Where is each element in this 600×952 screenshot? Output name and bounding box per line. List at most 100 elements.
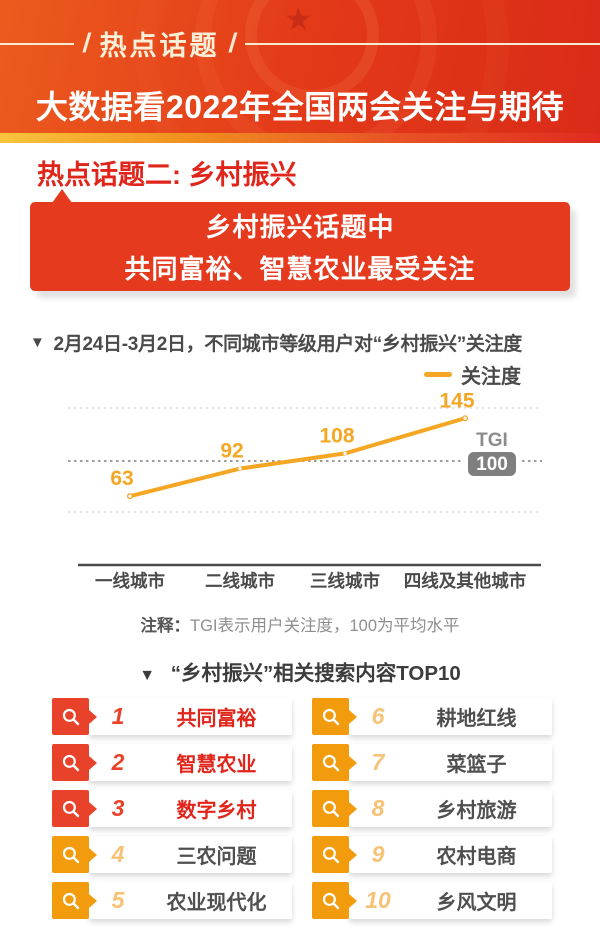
rank-label: 智慧农业 [176, 754, 257, 776]
slash-decor-right: / [226, 28, 238, 58]
search-badge [52, 698, 89, 735]
search-icon [62, 708, 79, 725]
rank-number: 7 [371, 749, 385, 775]
legend-line-swatch [424, 372, 452, 377]
search-icon [62, 892, 79, 909]
list-item: 2 智慧农业 [52, 744, 292, 781]
star-icon: ★ [284, 1, 313, 37]
x-axis-label: 四线及其他城市 [404, 571, 527, 591]
list-item-bar: 10 乡风文明 [349, 882, 552, 919]
tgi-label: TGI [476, 430, 508, 451]
search-icon [322, 800, 339, 817]
slash-decor-left: / [81, 28, 93, 58]
rank-number: 9 [371, 841, 385, 867]
search-badge [52, 744, 89, 781]
section-title: 热点话题二: 乡村振兴 [37, 160, 297, 190]
rank-number: 8 [371, 795, 385, 821]
rank-number: 4 [111, 841, 125, 867]
x-axis-label: 三线城市 [310, 571, 380, 591]
rank-label: 农村电商 [436, 846, 517, 868]
list-item-bar: 9 农村电商 [349, 836, 552, 873]
x-axis-labels: 一线城市 二线城市 三线城市 四线及其他城市 [95, 571, 526, 591]
search-badge [312, 836, 349, 873]
tgi-value-badge [468, 452, 516, 476]
top10-column-left: 1 共同富裕 2 智慧农业 [52, 698, 292, 928]
banner-line-2: 共同富裕、智慧农业最受关注 [124, 254, 476, 284]
decor-line-right [245, 42, 600, 45]
rank-label: 共同富裕 [176, 708, 257, 730]
list-item-bar: 2 智慧农业 [89, 744, 292, 781]
series-points [127, 415, 468, 500]
search-badge [52, 836, 89, 873]
search-icon [322, 754, 339, 771]
chart-caption-text: 2月24日-3月2日，不同城市等级用户对“乡村振兴”关注度 [53, 334, 523, 355]
key-finding-banner: 乡村振兴话题中 共同富裕、智慧农业最受关注 [30, 202, 570, 291]
top10-title: “乡村振兴”相关搜索内容TOP10 [170, 662, 461, 685]
list-item-bar: 1 共同富裕 [89, 698, 292, 735]
x-axis-label: 一线城市 [95, 571, 165, 591]
list-item-bar: 8 乡村旅游 [349, 790, 552, 827]
rank-label: 三农问题 [176, 846, 257, 868]
header-banner: ★ / 热点话题 / 大数据看2022年全国两会关注与期待 [0, 0, 600, 133]
rank-label: 数字乡村 [176, 800, 257, 822]
search-icon [62, 800, 79, 817]
list-item: 8 乡村旅游 [312, 790, 552, 827]
chart-legend: 关注度 [424, 360, 521, 389]
list-item: 6 耕地红线 [312, 698, 552, 735]
top10-column-right: 6 耕地红线 7 菜篮子 [312, 698, 552, 928]
rank-number: 6 [371, 703, 385, 729]
top10-header: ▼ “乡村振兴”相关搜索内容TOP10 [0, 656, 600, 686]
search-badge [312, 882, 349, 919]
rank-number: 5 [111, 887, 125, 913]
list-item-bar: 7 菜篮子 [349, 744, 552, 781]
triangle-marker-icon: ▼ [139, 667, 156, 684]
value-label: 63 [110, 467, 133, 490]
search-badge [312, 790, 349, 827]
topic-badge-label: 热点话题 [99, 31, 220, 61]
footnote-text: TGI表示用户关注度，100为平均水平 [189, 617, 460, 635]
list-item-bar: 3 数字乡村 [89, 790, 292, 827]
page-title: 大数据看2022年全国两会关注与期待 [35, 89, 565, 125]
tgi-value: 100 [476, 454, 508, 475]
search-badge [52, 882, 89, 919]
footnote-prefix: 注释： [140, 617, 190, 635]
rank-number: 10 [365, 887, 391, 913]
rank-label: 乡村旅游 [436, 800, 517, 822]
topic-badge-row: / 热点话题 / [0, 24, 600, 63]
rank-label: 乡风文明 [436, 892, 517, 914]
search-icon [62, 754, 79, 771]
value-label: 92 [220, 440, 243, 463]
search-badge [312, 698, 349, 735]
search-icon [322, 708, 339, 725]
value-label: 108 [319, 424, 354, 447]
search-icon [322, 846, 339, 863]
rank-number: 1 [111, 703, 125, 729]
search-badge [52, 790, 89, 827]
rank-number: 2 [111, 749, 125, 775]
speech-bubble-pointer [52, 189, 72, 203]
list-item: 10 乡风文明 [312, 882, 552, 919]
list-item-bar: 5 农业现代化 [89, 882, 292, 919]
search-icon [322, 892, 339, 909]
list-item: 9 农村电商 [312, 836, 552, 873]
list-item: 7 菜篮子 [312, 744, 552, 781]
list-item: 4 三农问题 [52, 836, 292, 873]
search-icon [62, 846, 79, 863]
rank-label: 农业现代化 [166, 892, 267, 914]
x-axis-label: 二线城市 [205, 571, 275, 591]
rank-number: 3 [111, 795, 125, 821]
rank-label: 菜篮子 [446, 754, 507, 776]
attention-series-line [128, 416, 467, 499]
series-value-labels: 63 92 108 145 [110, 390, 475, 490]
chart-footnote: 注释：TGI表示用户关注度，100为平均水平 [0, 612, 600, 636]
triangle-marker-icon: ▼ [30, 334, 45, 351]
list-item-bar: 4 三农问题 [89, 836, 292, 873]
search-badge [312, 744, 349, 781]
gradient-divider [0, 133, 600, 143]
list-item: 1 共同富裕 [52, 698, 292, 735]
value-label: 145 [439, 390, 474, 412]
banner-line-1: 乡村振兴话题中 [205, 212, 395, 242]
list-item: 3 数字乡村 [52, 790, 292, 827]
tgi-line-chart: 63 92 108 145 TGI 100 一线城市 二线城市 三线城市 四线及其他城市 [68, 390, 542, 591]
